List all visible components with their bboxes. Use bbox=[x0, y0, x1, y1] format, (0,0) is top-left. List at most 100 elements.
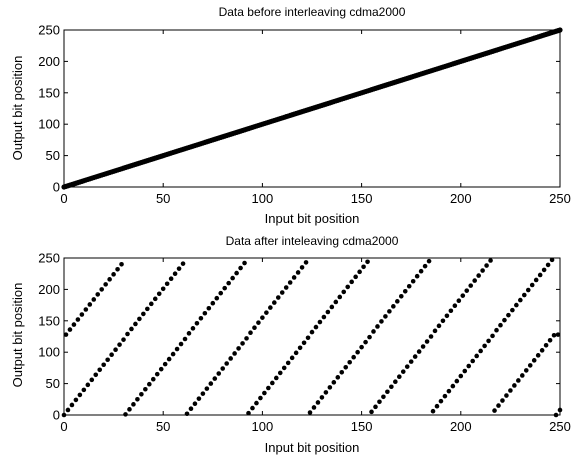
data-point bbox=[260, 315, 265, 320]
data-point bbox=[299, 265, 305, 270]
data-point bbox=[228, 356, 233, 361]
data-point bbox=[152, 296, 158, 302]
data-point bbox=[498, 322, 503, 328]
data-point bbox=[476, 273, 481, 278]
data-point bbox=[414, 273, 420, 279]
data-point bbox=[549, 257, 555, 263]
data-point bbox=[470, 358, 476, 364]
data-point bbox=[531, 358, 537, 363]
data-point bbox=[500, 398, 505, 403]
data-point bbox=[422, 263, 428, 269]
data-point bbox=[343, 364, 349, 370]
data-point bbox=[397, 374, 402, 379]
data-point bbox=[307, 410, 313, 415]
data-point bbox=[462, 368, 468, 374]
data-point bbox=[291, 275, 297, 280]
data-point bbox=[468, 283, 474, 288]
y-tick-label: 250 bbox=[38, 23, 60, 38]
data-point bbox=[192, 401, 198, 407]
data-point bbox=[289, 355, 295, 361]
data-point bbox=[535, 353, 541, 358]
data-point bbox=[133, 321, 138, 327]
x-axis-label: Input bit position bbox=[265, 440, 360, 455]
data-point bbox=[341, 289, 347, 295]
x-axis-label: Input bit position bbox=[265, 211, 360, 226]
data-point bbox=[494, 327, 499, 333]
data-point bbox=[178, 341, 184, 347]
chart-title: Data after inteleaving cdma2000 bbox=[226, 234, 399, 248]
data-point bbox=[295, 270, 301, 275]
data-point bbox=[357, 269, 362, 275]
data-point bbox=[355, 349, 360, 355]
data-point bbox=[297, 345, 303, 351]
y-tick-label: 100 bbox=[38, 345, 60, 360]
data-point bbox=[349, 279, 354, 285]
data-point bbox=[545, 262, 551, 268]
data-point bbox=[218, 290, 224, 296]
data-point bbox=[478, 348, 483, 354]
data-point bbox=[488, 258, 493, 263]
data-point bbox=[73, 397, 79, 403]
data-point bbox=[115, 267, 120, 272]
data-point bbox=[83, 307, 89, 312]
data-point bbox=[101, 362, 106, 368]
data-point bbox=[482, 343, 487, 349]
data-point bbox=[214, 295, 220, 301]
data-point bbox=[202, 310, 208, 316]
data-point bbox=[103, 282, 108, 287]
data-point bbox=[244, 336, 249, 341]
data-point bbox=[109, 352, 114, 358]
data-point bbox=[521, 292, 527, 298]
data-point bbox=[373, 404, 378, 410]
data-point bbox=[85, 382, 91, 388]
data-point bbox=[516, 378, 521, 383]
data-point bbox=[198, 315, 204, 321]
x-axis-ticks: 0 50 100 150 200 250 bbox=[60, 30, 571, 206]
data-point bbox=[442, 393, 448, 399]
plot-before-interleaving: Data before interleaving cdma2000 Input … bbox=[10, 5, 571, 226]
x-axis-ticks: 0 50 100 150 200 250 bbox=[60, 258, 571, 434]
y-tick-label: 0 bbox=[53, 408, 60, 423]
data-point bbox=[147, 381, 152, 387]
data-point bbox=[111, 272, 116, 277]
data-point bbox=[156, 291, 162, 297]
y-axis-ticks: 0 50 100 150 200 250 bbox=[38, 23, 560, 195]
data-point bbox=[236, 346, 241, 351]
data-point bbox=[539, 348, 545, 353]
data-point bbox=[472, 278, 477, 283]
x-tick-label: 250 bbox=[549, 191, 571, 206]
data-point bbox=[226, 280, 231, 286]
data-point bbox=[206, 305, 212, 311]
data-point bbox=[246, 410, 251, 416]
data-point bbox=[119, 261, 124, 267]
data-point bbox=[266, 385, 271, 391]
data-point bbox=[240, 341, 245, 346]
data-point bbox=[303, 260, 309, 265]
data-point bbox=[337, 294, 343, 300]
data-point bbox=[379, 319, 384, 324]
data-point bbox=[91, 297, 97, 302]
data-point bbox=[381, 394, 386, 400]
data-point bbox=[97, 367, 103, 373]
data-point bbox=[365, 259, 370, 265]
data-point bbox=[287, 280, 293, 285]
data-point bbox=[398, 294, 404, 299]
x-tick-label: 100 bbox=[252, 419, 274, 434]
y-tick-label: 100 bbox=[38, 117, 60, 132]
data-point bbox=[285, 360, 291, 366]
data-point bbox=[69, 402, 75, 408]
data-point bbox=[204, 386, 210, 391]
data-point bbox=[490, 333, 495, 339]
data-point bbox=[389, 384, 394, 390]
data-point bbox=[375, 324, 380, 329]
x-tick-label: 50 bbox=[156, 191, 170, 206]
data-point bbox=[113, 347, 118, 352]
data-point bbox=[527, 363, 533, 368]
data-point bbox=[149, 301, 154, 307]
data-point bbox=[335, 375, 341, 380]
data-point bbox=[272, 300, 277, 305]
data-point bbox=[279, 290, 285, 295]
data-point bbox=[182, 336, 188, 342]
data-point bbox=[369, 409, 374, 415]
data-point bbox=[508, 388, 513, 393]
